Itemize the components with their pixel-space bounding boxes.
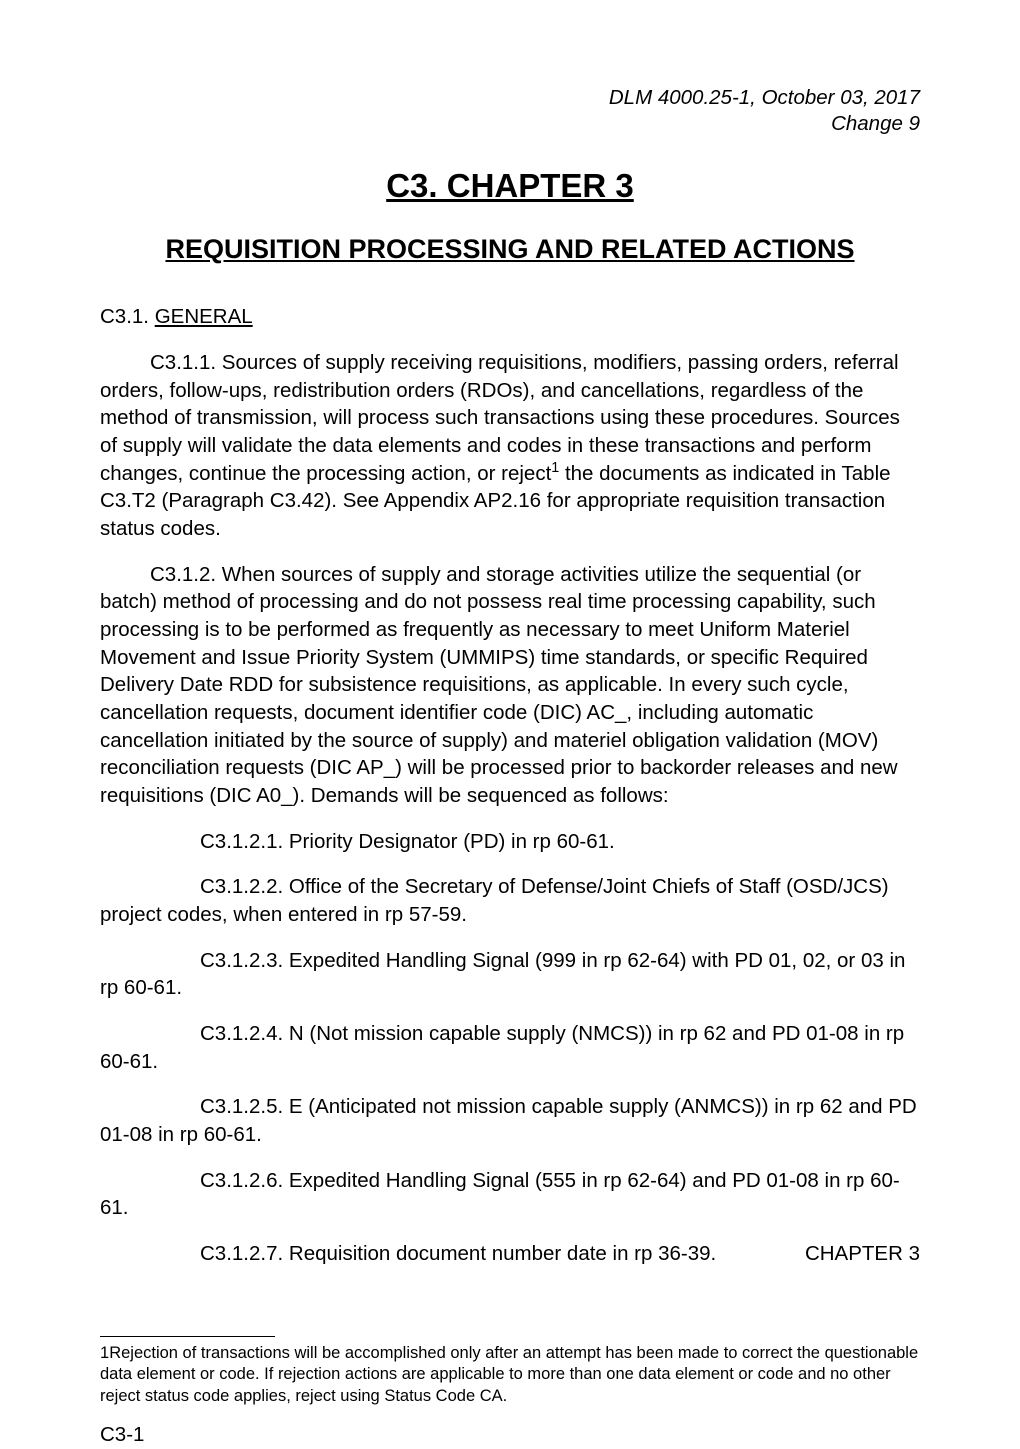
footnote-text: Rejection of transactions will be accomp… [100,1344,918,1405]
chapter-title: C3. CHAPTER 3 [100,164,920,209]
header-line-1: DLM 4000.25-1, October 03, 2017 [100,85,920,111]
paragraph-c3-1-2-4: C3.1.2.4. N (Not mission capable supply … [100,1020,920,1075]
paragraph-c3-1-2: C3.1.2. When sources of supply and stora… [100,561,920,810]
paragraph-c3-1-2-7: C3.1.2.7. Requisition document number da… [100,1240,920,1268]
chapter-subtitle: REQUISITION PROCESSING AND RELATED ACTIO… [100,231,920,267]
footnote-separator [100,1336,275,1337]
section-label: C3.1. [100,305,155,328]
footnote-marker: 1 [100,1344,109,1362]
paragraph-c3-1-1: C3.1.1. Sources of supply receiving requ… [100,349,920,543]
page-footer-right: CHAPTER 3 [805,1240,920,1268]
paragraph-c3-1-2-5: C3.1.2.5. E (Anticipated not mission cap… [100,1093,920,1148]
document-header: DLM 4000.25-1, October 03, 2017 Change 9 [100,85,920,136]
section-title: GENERAL [155,305,253,328]
paragraph-c3-1-2-1: C3.1.2.1. Priority Designator (PD) in rp… [100,828,920,856]
page-number-left: C3-1 [100,1421,920,1449]
paragraph-c3-1-2-6: C3.1.2.6. Expedited Handling Signal (555… [100,1167,920,1222]
section-heading: C3.1. GENERAL [100,303,920,331]
paragraph-c3-1-2-3: C3.1.2.3. Expedited Handling Signal (999… [100,947,920,1002]
header-line-2: Change 9 [100,111,920,137]
paragraph-c3-1-2-2: C3.1.2.2. Office of the Secretary of Def… [100,873,920,928]
footnote-1: 1Rejection of transactions will be accom… [100,1343,920,1407]
